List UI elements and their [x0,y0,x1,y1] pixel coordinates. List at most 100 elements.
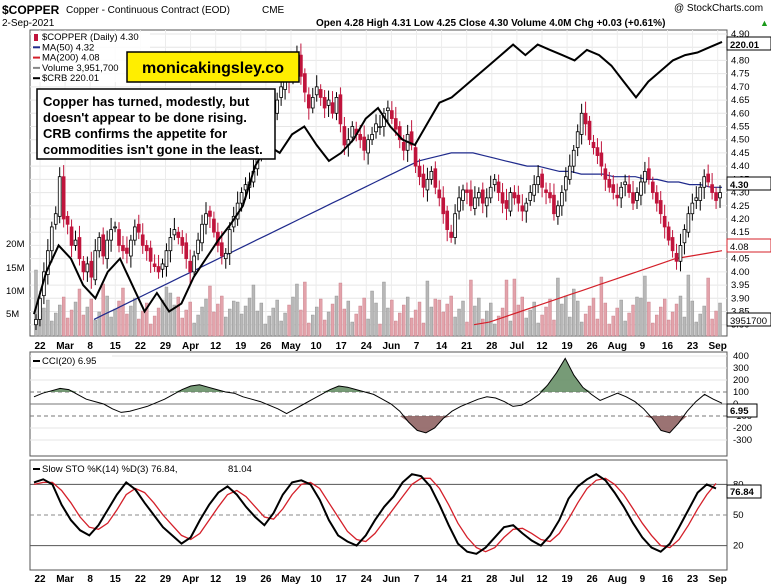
volume-bar [58,304,62,337]
volume-bar [287,304,291,337]
sto-legend-k: Slow STO %K(14) %D(3) 76.84, [42,464,178,475]
candle-body [524,202,529,212]
volume-bar [247,297,252,337]
volume-bar [568,316,572,337]
candle-body [196,239,200,254]
volume-bar [168,292,173,337]
volume-bar [394,320,398,337]
candle-body [635,192,639,201]
close-last-tag: 4.30 [730,180,749,191]
candle-body [658,200,663,215]
volume-bars [34,269,722,337]
cci-negative-fill [34,416,722,433]
volume-bar [283,312,287,337]
volume-bar [564,295,568,337]
candle-body [85,263,90,273]
price-y-tick: 4.45 [731,148,750,159]
price-x-tick: 10 [311,341,323,352]
price-x-tick: 29 [160,341,172,352]
cci-y-tick: 100 [733,387,749,398]
volume-bar [690,300,695,337]
candle-body [46,250,50,275]
price-x-tick: 19 [235,341,247,352]
volume-bar [263,323,267,337]
volume-bar [670,311,675,337]
volume-bar [279,320,283,337]
candle-body [563,176,568,191]
bottom-x-tick: 29 [160,574,172,585]
quote-arrow: ▲ [760,18,769,28]
volume-bar [595,318,600,337]
volume-bar [299,309,303,337]
volume-bar [532,301,536,337]
quote-line: Open 4.28 High 4.31 Low 4.25 Close 4.30 … [316,18,665,29]
candle-body [338,94,343,125]
price-x-tick: 14 [436,341,448,352]
volume-bar [453,316,457,337]
candle-body [682,229,687,244]
price-y-tick: 4.40 [731,161,750,172]
badge-box [126,51,300,83]
volume-bar [113,308,117,337]
price-x-tick: May [281,341,301,352]
cci-legend-bg [32,355,112,367]
candle-body [342,126,347,146]
candle-body [34,319,38,326]
volume-y-tick: 5M [6,309,19,320]
volume-bar [267,315,271,337]
candle-body [208,210,212,217]
price-legend-item: MA(200) 4.08 [42,53,100,64]
candle-body [477,192,481,199]
price-x-tick: 26 [587,341,599,352]
candle-body [461,189,465,201]
volume-bar [655,314,659,337]
candle-body [172,229,177,236]
volume-bar [619,299,623,337]
volume-bar [251,284,256,337]
candle-body [666,226,671,241]
volume-bar [516,304,521,337]
candle-body [413,147,418,167]
candle-body [575,131,580,149]
volume-bar [172,304,177,337]
cci-legend: CCI(20) 6.95 [42,356,96,367]
legend-candle-marker [34,34,38,41]
bottom-x-tick: 26 [587,574,599,585]
volume-bar [366,318,370,337]
candle-body [512,192,517,199]
candle-body [81,260,86,273]
volume-bar [647,301,651,337]
price-y-tick: 4.05 [731,254,750,265]
candle-body [73,239,78,246]
price-y-tick: 4.50 [731,135,750,146]
candle-body [69,226,74,246]
volume-bar [330,303,335,337]
volume-bar [338,282,343,337]
volume-bar [504,279,509,337]
volume-bar [390,299,394,337]
candle-body [136,223,141,233]
bottom-x-tick: Apr [182,574,199,585]
sto-chart: 805020Slow STO %K(14) %D(3) 76.84,81.047… [30,463,762,555]
candle-body [401,141,406,151]
volume-bar [160,299,165,337]
volume-bar [413,309,418,337]
volume-axis: 5M 10M 15M 20M [6,239,25,320]
candle-body [200,223,204,244]
volume-bar [311,314,315,337]
candle-body [441,197,446,215]
candle-body [49,226,54,252]
candle-body [623,181,627,186]
candle-body [101,234,106,257]
volume-bar [192,322,196,337]
candle-body [89,260,94,278]
candle-body [587,120,592,141]
bottom-x-tick: 21 [461,574,473,585]
volume-bar [405,296,410,337]
volume-bar [492,323,497,337]
cci-y-tick: -300 [733,435,752,446]
candle-body [53,213,58,225]
candle-body [654,192,659,204]
volume-bar [485,310,489,337]
